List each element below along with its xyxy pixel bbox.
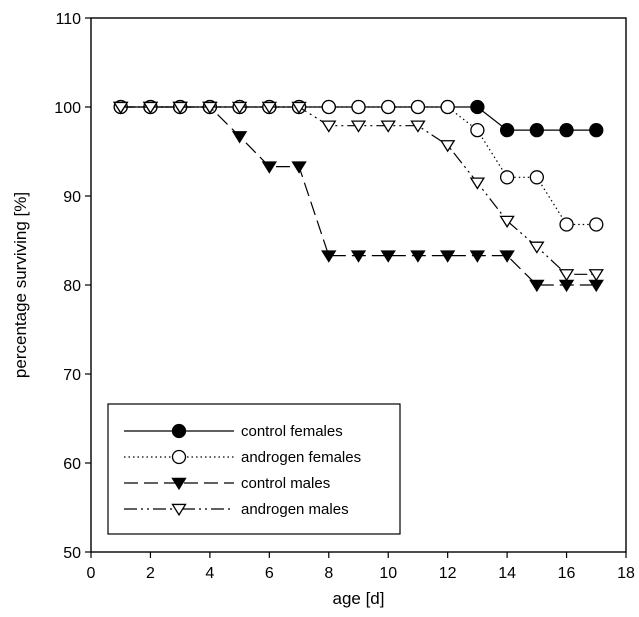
legend-marker-control-females [171,423,187,439]
data-point-androgen-males [172,101,188,115]
data-point-control-males [321,250,337,263]
x-tick-label: 2 [146,565,155,582]
data-point-androgen-females [321,99,336,115]
y-tick-label: 100 [54,100,81,117]
y-tick-label: 80 [63,278,81,295]
x-tick-label: 4 [205,565,214,582]
data-point-androgen-females [529,170,544,185]
legend-label-control-females: control females [241,423,343,440]
data-point-androgen-males [261,101,278,115]
data-point-control-males [231,131,248,144]
y-tick-label: 60 [63,456,81,473]
legend-marker-androgen-males [171,503,187,517]
data-point-androgen-males [558,269,575,282]
y-tick-label: 90 [63,189,81,206]
data-point-androgen-males [499,215,515,228]
data-point-androgen-females [410,99,426,115]
data-point-control-males [291,161,307,174]
data-point-control-females [499,122,515,138]
data-point-androgen-females [589,217,604,232]
y-tick-label: 50 [63,545,81,562]
data-point-control-males [529,279,545,293]
data-point-androgen-females [499,170,515,185]
data-point-androgen-males [588,269,604,282]
legend-label-androgen-females: androgen females [241,449,361,466]
data-point-control-males [439,250,456,263]
y-tick-label: 70 [63,367,81,384]
data-point-control-females [470,99,485,115]
data-point-androgen-females [440,99,455,115]
data-point-androgen-females [381,99,396,115]
data-point-control-females [559,122,574,138]
series-androgen-females [113,99,604,232]
legend-label-control-males: control males [241,475,330,492]
data-point-androgen-males [321,120,337,133]
legend-box [107,403,401,535]
data-point-androgen-males [291,101,307,115]
data-point-androgen-females [559,217,574,232]
data-point-androgen-males [142,101,159,115]
x-axis-label: age [d] [333,589,385,608]
data-point-androgen-males [202,101,218,115]
x-tick-label: 14 [498,565,516,582]
data-point-control-males [261,161,278,174]
data-point-control-males [380,250,396,263]
axes: 0 2 4 6 8 10 12 14 16 18 50 60 70 80 90 100 110 [54,11,635,582]
data-point-control-males [469,250,486,263]
data-point-androgen-females [470,122,485,138]
x-tick-label: 16 [558,565,576,582]
legend-marker-control-males [171,477,187,491]
x-tick-label: 8 [324,565,333,582]
data-point-androgen-males [439,140,456,153]
data-point-androgen-females [351,99,366,115]
x-tick-label: 0 [87,565,96,582]
data-point-androgen-males [113,101,129,115]
x-tick-label: 6 [265,565,274,582]
data-point-control-males [588,279,604,293]
x-tick-label: 10 [379,565,397,582]
data-point-control-males [350,250,367,263]
data-point-androgen-males [350,120,367,133]
legend-marker-androgen-females [171,449,187,465]
legend: control females androgen females control m… [107,403,401,535]
x-tick-label: 18 [617,565,635,582]
data-point-androgen-males [469,177,486,190]
y-tick-label: 110 [55,11,81,28]
legend-label-androgen-males: androgen males [241,501,349,518]
series-androgen-males [113,101,604,282]
data-point-androgen-males [231,101,248,115]
data-point-androgen-males [380,120,396,133]
series-layer [113,99,604,293]
x-tick-label: 12 [439,565,457,582]
data-point-androgen-males [410,120,426,133]
data-point-androgen-males [529,241,545,254]
data-point-control-females [589,122,604,138]
y-axis-label: percentage surviving [%] [11,192,30,378]
data-point-control-females [529,122,544,138]
data-point-control-males [410,250,426,263]
data-point-control-males [499,250,515,263]
data-point-control-males [558,279,575,293]
